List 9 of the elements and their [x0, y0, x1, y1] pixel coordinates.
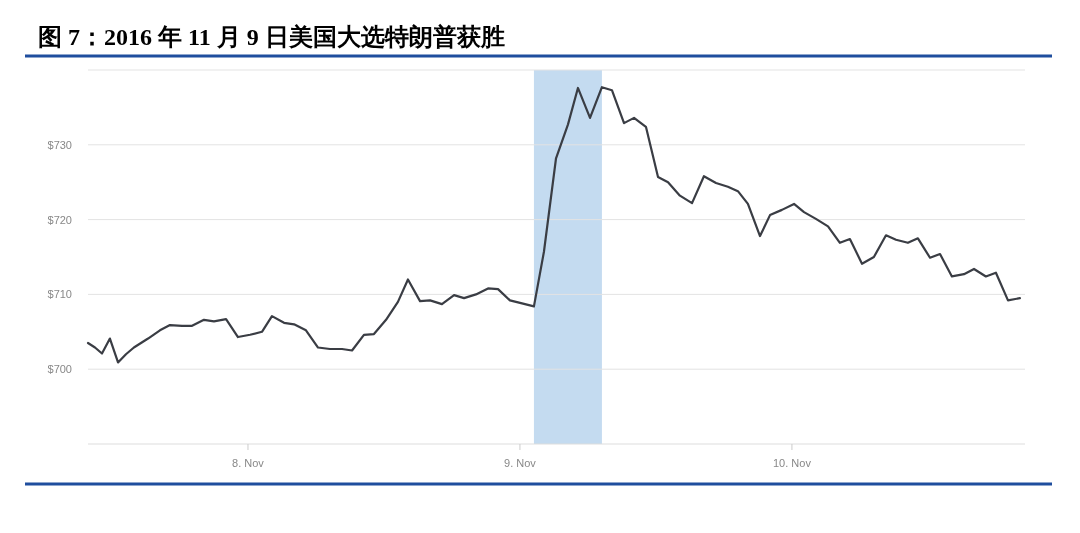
y-tick-label: $720: [47, 213, 72, 226]
x-tick-label: 8. Nov: [232, 457, 265, 469]
chart-title: 图 7：2016 年 11 月 9 日美国大选特朗普获胜: [38, 23, 505, 50]
y-tick-label: $730: [47, 138, 72, 151]
y-tick-label: $700: [47, 363, 72, 376]
y-tick-label: $710: [47, 288, 72, 301]
line-series: [86, 86, 1021, 364]
x-tick-label: 10. Nov: [772, 457, 812, 469]
x-tick-label: 9. Nov: [504, 457, 537, 469]
